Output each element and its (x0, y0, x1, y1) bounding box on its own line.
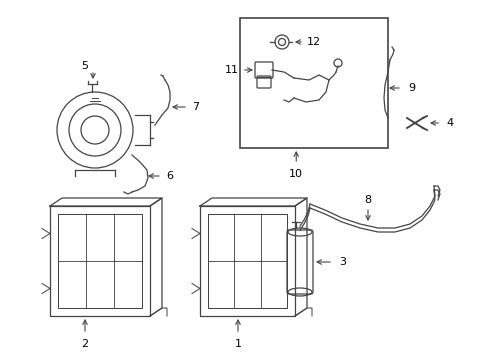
Text: 5: 5 (81, 61, 88, 71)
Text: 2: 2 (81, 339, 88, 349)
Text: 7: 7 (192, 102, 199, 112)
Text: 12: 12 (306, 37, 321, 47)
Text: 9: 9 (407, 83, 415, 93)
Text: 3: 3 (339, 257, 346, 267)
Text: 10: 10 (288, 169, 303, 179)
Text: 11: 11 (224, 65, 239, 75)
Bar (240, 18, 387, 148)
Text: 4: 4 (446, 118, 453, 128)
Text: 6: 6 (166, 171, 173, 181)
Text: 1: 1 (234, 339, 241, 349)
Text: 8: 8 (364, 195, 371, 205)
